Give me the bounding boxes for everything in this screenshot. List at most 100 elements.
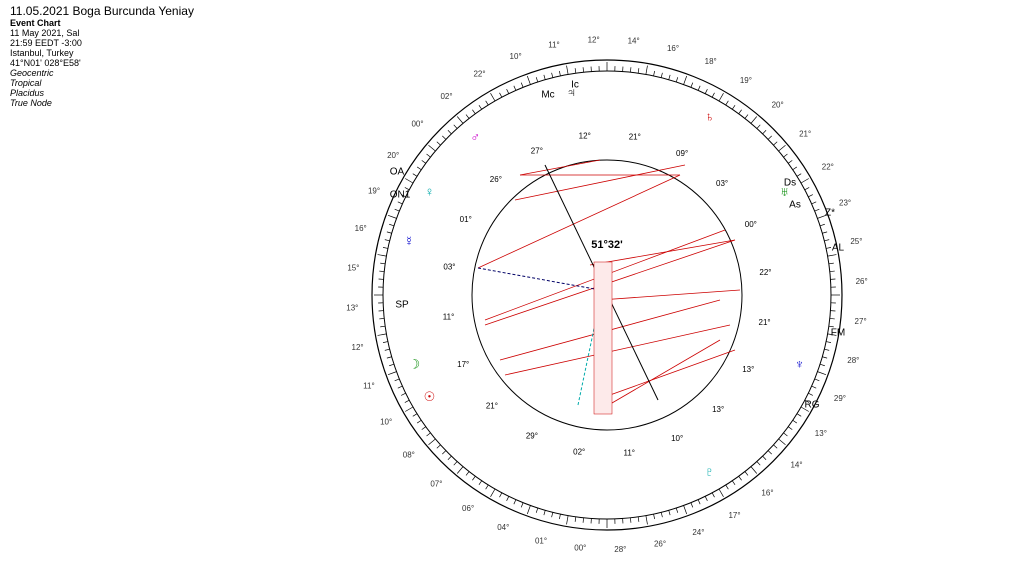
outer-degree: 15° [347, 263, 359, 272]
tick [773, 141, 778, 146]
outer-ring [371, 59, 843, 531]
tick [453, 461, 458, 466]
tick [817, 214, 827, 219]
tick [499, 492, 503, 498]
tick [792, 419, 798, 424]
tick [788, 160, 793, 164]
tick [814, 378, 820, 382]
dashed-line [477, 267, 601, 291]
tick [421, 426, 426, 430]
tick [827, 254, 837, 257]
tick [478, 480, 483, 486]
tick [738, 476, 742, 481]
outer-degree: 13° [346, 303, 358, 312]
point-label: SP [395, 300, 409, 311]
tick [792, 166, 798, 171]
tick [384, 348, 390, 351]
tick [421, 160, 426, 164]
point-label: Z* [825, 208, 835, 219]
planet: ☿ [404, 233, 414, 248]
outer-degree: 08° [403, 451, 415, 460]
tick [822, 231, 828, 234]
tick [416, 166, 422, 171]
tick [520, 502, 524, 508]
tick [744, 471, 749, 476]
tick [382, 341, 388, 343]
tick [574, 68, 577, 74]
outer-degree: 21° [799, 130, 811, 139]
point-label: FM [831, 328, 845, 339]
tick [397, 201, 403, 205]
tick [559, 514, 561, 520]
tick [668, 74, 671, 80]
tick [725, 100, 729, 106]
outer-degree: 12° [352, 343, 364, 352]
planet: ☽ [409, 357, 421, 372]
tick [551, 72, 554, 78]
tick [404, 187, 410, 191]
tick [472, 476, 476, 481]
tick [829, 318, 835, 320]
outer-degree: 17° [728, 511, 740, 520]
tick [386, 356, 392, 359]
tick [506, 89, 510, 94]
tick [397, 385, 403, 389]
outer-degree: 06° [462, 504, 474, 513]
tick [731, 480, 736, 486]
tick [804, 399, 810, 403]
tick [485, 100, 489, 106]
tick [416, 419, 422, 424]
outer-degree: 26° [654, 540, 666, 549]
setting: Tropical [10, 78, 42, 88]
tick [783, 153, 788, 158]
tick [808, 392, 813, 396]
tick [380, 262, 386, 265]
tick [412, 173, 418, 177]
outer-degree: 26° [856, 277, 868, 286]
tick [826, 247, 832, 249]
tick [526, 505, 531, 515]
tick [559, 70, 561, 76]
tick [382, 247, 388, 249]
planet: ♇ [705, 464, 715, 479]
tick [704, 89, 708, 94]
tick [811, 201, 817, 205]
subtitle: Event Chart [10, 18, 61, 28]
tick [668, 510, 671, 516]
inner-degree: 26° [490, 175, 502, 184]
outer-degree: 14° [628, 37, 640, 46]
tick [566, 65, 569, 75]
planet: ☉ [424, 389, 436, 404]
outer-degree: 29° [834, 394, 846, 403]
outer-degree: 16° [355, 224, 367, 233]
inner-degree: 03° [443, 262, 455, 271]
tick [718, 93, 724, 102]
outer-degree: 12° [588, 35, 600, 44]
tick [401, 194, 406, 198]
tick [404, 399, 410, 403]
tick [379, 270, 385, 272]
tick [808, 194, 813, 198]
tick [478, 104, 483, 110]
tick [436, 444, 441, 449]
tick [506, 496, 510, 501]
tick [394, 208, 400, 212]
tick [762, 455, 767, 460]
outer-degree: 20° [772, 101, 784, 110]
tick [513, 85, 517, 91]
title: 11.05.2021 Boga Burcunda Yeniay [10, 4, 194, 18]
tick [499, 92, 503, 98]
inner-degree: 12° [579, 132, 591, 141]
tick [384, 239, 390, 242]
info-line: 11 May 2021, Sal [10, 28, 80, 38]
inner-degree: 02° [573, 448, 585, 457]
tick [387, 214, 397, 219]
tick [379, 318, 385, 320]
tick [582, 67, 584, 73]
tick [472, 109, 476, 114]
tick [744, 114, 749, 119]
tick [767, 135, 772, 140]
planet: ♄ [705, 109, 715, 124]
